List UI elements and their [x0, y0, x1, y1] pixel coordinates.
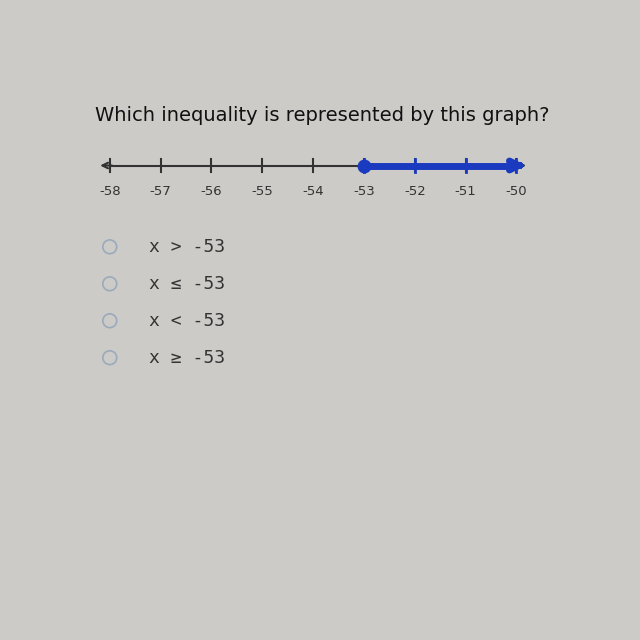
Text: -57: -57	[150, 185, 172, 198]
Text: -58: -58	[99, 185, 120, 198]
Text: x ≤ -53: x ≤ -53	[150, 275, 225, 292]
Text: Which inequality is represented by this graph?: Which inequality is represented by this …	[95, 106, 549, 125]
Text: -55: -55	[252, 185, 273, 198]
Text: x < -53: x < -53	[150, 312, 225, 330]
Text: -50: -50	[506, 185, 527, 198]
Text: -56: -56	[200, 185, 222, 198]
Text: -54: -54	[302, 185, 324, 198]
Text: -52: -52	[404, 185, 426, 198]
Text: x > -53: x > -53	[150, 238, 225, 256]
Text: x ≥ -53: x ≥ -53	[150, 349, 225, 367]
Text: -51: -51	[455, 185, 477, 198]
Text: -53: -53	[353, 185, 375, 198]
